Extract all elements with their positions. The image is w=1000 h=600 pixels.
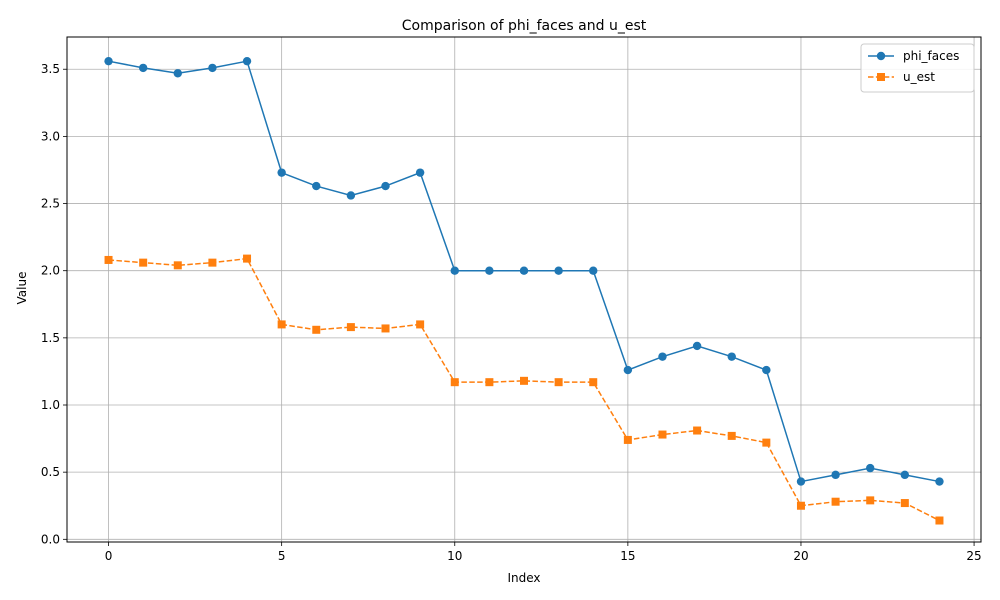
legend-label: u_est	[903, 70, 935, 84]
data-point	[104, 56, 113, 66]
x-tick-label: 0	[105, 549, 113, 563]
legend-entry-u_est: u_est	[868, 70, 935, 84]
data-point	[692, 341, 702, 351]
data-point	[173, 261, 182, 270]
grid-lines	[67, 37, 981, 542]
data-point	[762, 438, 771, 447]
x-tick-label: 10	[447, 549, 462, 563]
y-axis-label: Value	[15, 272, 29, 305]
data-point	[831, 497, 840, 506]
data-point	[277, 168, 286, 177]
series-phi_faces	[104, 56, 944, 486]
data-point	[173, 69, 182, 78]
y-tick-label: 3.0	[41, 129, 60, 143]
x-tick-label: 25	[966, 549, 981, 563]
data-point	[693, 426, 702, 435]
data-point	[554, 378, 563, 387]
data-point	[727, 352, 736, 361]
data-point	[381, 181, 390, 191]
y-tick-label: 1.5	[41, 331, 60, 345]
data-point	[658, 430, 667, 439]
data-point	[243, 254, 252, 263]
data-point	[346, 323, 355, 332]
data-point	[415, 168, 425, 177]
data-point	[485, 378, 494, 387]
data-point	[139, 258, 148, 267]
axis-ticks: 0 5 10 15 20 25 0.0 0.5 1.0 1.5 2.0 2.5 3.0 3.5	[41, 62, 982, 563]
legend-label: phi_faces	[903, 49, 959, 63]
data-point	[900, 499, 909, 508]
data-point	[900, 470, 910, 480]
data-point	[935, 516, 944, 525]
data-point	[138, 63, 148, 73]
data-point	[589, 378, 598, 387]
data-point	[450, 266, 459, 275]
data-point	[346, 191, 356, 200]
y-tick-label: 3.5	[41, 62, 60, 76]
y-tick-label: 1.0	[41, 398, 60, 412]
y-tick-label: 0.5	[41, 465, 60, 479]
data-point	[935, 477, 944, 486]
data-point	[554, 266, 563, 275]
data-point	[312, 325, 321, 334]
legend-marker	[877, 73, 885, 81]
legend-marker	[876, 51, 886, 61]
data-point	[866, 463, 875, 473]
data-point	[104, 255, 113, 264]
data-point	[450, 378, 459, 387]
data-point	[208, 63, 217, 73]
data-point	[866, 496, 875, 505]
data-point	[727, 431, 736, 440]
data-point	[796, 501, 805, 510]
legend-entry-phi_faces: phi_faces	[868, 49, 959, 63]
data-point	[312, 181, 321, 191]
data-point	[796, 477, 806, 486]
y-tick-label: 0.0	[41, 532, 60, 546]
data-point	[831, 470, 840, 480]
data-point	[658, 352, 667, 361]
chart-title: Comparison of phi_faces and u_est	[402, 18, 647, 34]
data-point	[485, 266, 494, 275]
data-point	[589, 266, 598, 275]
data-point	[208, 258, 217, 267]
series-u_est	[104, 254, 944, 525]
x-axis-label: Index	[507, 571, 540, 585]
data-point	[623, 365, 633, 375]
x-tick-label: 15	[620, 549, 635, 563]
data-point	[520, 376, 528, 385]
data-point	[762, 365, 771, 375]
data-point	[381, 324, 390, 333]
data-point	[623, 435, 632, 444]
series-group	[104, 56, 944, 525]
y-tick-label: 2.0	[41, 264, 60, 278]
plot-area-frame	[66, 36, 982, 543]
data-point	[519, 266, 529, 275]
x-tick-label: 20	[793, 549, 808, 563]
data-point	[416, 320, 425, 329]
x-tick-label: 5	[278, 549, 286, 563]
legend: phi_faces u_est	[860, 43, 975, 93]
data-point	[277, 320, 286, 329]
data-point	[242, 56, 252, 66]
y-tick-label: 2.5	[41, 197, 60, 211]
